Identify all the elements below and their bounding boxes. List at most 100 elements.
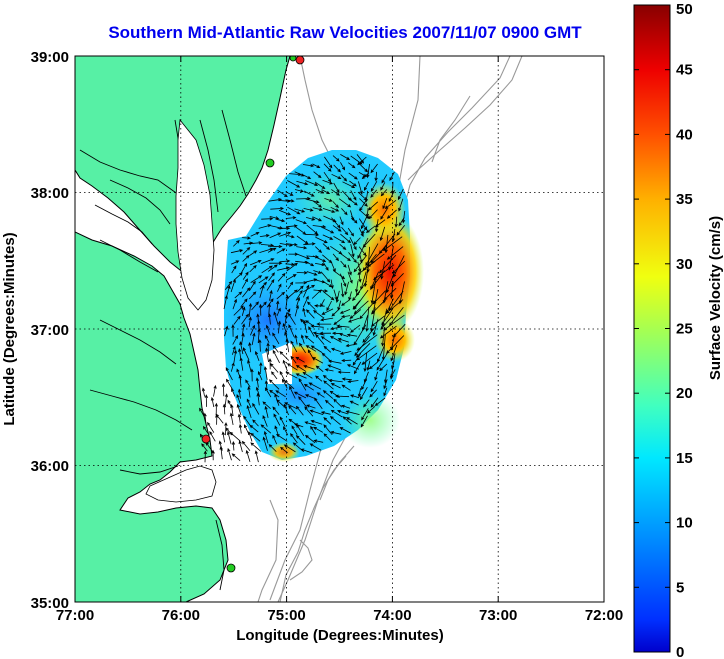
velocity-arrow [365, 225, 376, 233]
velocity-arrow [279, 370, 286, 382]
velocity-arrow [340, 174, 348, 182]
velocity-arrow [250, 442, 262, 452]
velocity-arrow [287, 312, 296, 325]
velocity-arrow [304, 233, 320, 237]
station-marker [295, 56, 305, 65]
velocity-arrow [233, 239, 240, 247]
velocity-arrow [232, 334, 239, 345]
velocity-arrow [362, 325, 377, 343]
velocity-arrow [242, 347, 250, 361]
velocity-arrow [264, 405, 269, 418]
station-marker [226, 563, 236, 573]
velocity-arrow [350, 394, 360, 399]
velocity-arrow [276, 218, 286, 223]
velocity-arrow [359, 163, 369, 173]
velocity-arrow [331, 173, 342, 179]
velocity-arrow [322, 234, 334, 240]
velocity-arrow [353, 361, 362, 375]
y-tick-label: 38:00 [31, 185, 69, 202]
velocity-arrow [234, 291, 243, 299]
velocity-arrow [358, 227, 364, 238]
velocity-arrow [266, 279, 275, 291]
velocity-arrow [342, 181, 356, 188]
velocity-arrow [370, 189, 378, 198]
velocity-arrow [215, 413, 224, 424]
velocity-arrow [267, 264, 278, 272]
velocity-arrow [237, 413, 242, 424]
velocity-arrow [271, 371, 278, 380]
velocity-arrow [347, 197, 358, 206]
velocity-arrow [314, 375, 323, 382]
velocity-arrow [385, 299, 404, 314]
velocity-arrow [337, 370, 351, 374]
velocity-arrow [302, 295, 309, 308]
velocity-arrow [374, 371, 378, 381]
velocity-arrow [312, 357, 324, 364]
velocity-arrow [203, 450, 207, 463]
velocity-arrow [289, 385, 296, 399]
velocity-arrow [294, 334, 298, 345]
velocity-arrow [316, 392, 325, 398]
velocity-arrow [236, 394, 242, 407]
velocity-arrow [321, 308, 334, 315]
velocity-arrow [268, 358, 272, 370]
velocity-arrow [286, 363, 298, 371]
velocity-arrow [304, 421, 316, 426]
velocity-arrow [263, 430, 269, 444]
velocity-arrow [320, 271, 331, 283]
velocity-arrow [330, 409, 343, 418]
velocity-arrow [241, 306, 246, 317]
velocity-arrow [327, 364, 341, 371]
velocity-arrow [313, 439, 324, 443]
velocity-arrow [374, 171, 378, 182]
velocity-arrow [382, 197, 388, 210]
velocity-arrow [370, 397, 379, 408]
velocity-arrow [285, 294, 289, 310]
velocity-arrow [302, 371, 313, 379]
velocity-arrow [386, 335, 405, 354]
velocity-arrow [230, 278, 236, 293]
velocity-arrow [337, 337, 349, 343]
velocity-arrow [311, 289, 322, 299]
velocity-arrow [279, 416, 286, 427]
velocity-arrow [326, 300, 332, 312]
velocity-arrow [290, 433, 298, 444]
velocity-arrow [374, 397, 386, 407]
velocity-arrow [357, 260, 376, 275]
velocity-arrow [361, 352, 378, 365]
velocity-arrow [287, 206, 301, 215]
velocity-arrow [342, 416, 352, 425]
velocity-arrow [296, 271, 308, 275]
velocity-arrow [320, 336, 332, 344]
velocity-arrow [379, 226, 386, 242]
velocity-arrow [360, 415, 368, 428]
velocity-arrow [324, 198, 333, 202]
velocity-arrow [331, 308, 340, 317]
velocity-arrow [339, 216, 344, 226]
velocity-arrow [380, 189, 388, 197]
velocity-arrow [302, 163, 315, 168]
velocity-arrow [370, 163, 378, 174]
velocity-arrow [323, 345, 332, 353]
velocity-arrow [276, 307, 281, 317]
velocity-arrow [273, 311, 279, 326]
velocity-arrow [366, 360, 371, 371]
velocity-arrow [361, 172, 370, 180]
colorbar-label: Surface Velocity (cm/s) [707, 216, 724, 380]
velocity-arrow [306, 271, 318, 276]
velocity-arrow [243, 415, 251, 426]
velocity-arrow [285, 224, 298, 228]
velocity-arrow [359, 198, 368, 207]
velocity-arrow [249, 241, 263, 245]
velocity-arrow [250, 432, 261, 442]
velocity-arrow [315, 333, 325, 345]
velocity-arrow [277, 189, 288, 198]
velocity-arrow [334, 394, 350, 398]
velocity-arrow [285, 234, 295, 239]
velocity-arrow [322, 390, 334, 399]
velocity-arrow [296, 296, 301, 307]
velocity-arrow [310, 324, 324, 328]
velocity-arrow [231, 453, 241, 462]
velocity-arrow [265, 347, 269, 362]
velocity-arrow [250, 368, 254, 382]
